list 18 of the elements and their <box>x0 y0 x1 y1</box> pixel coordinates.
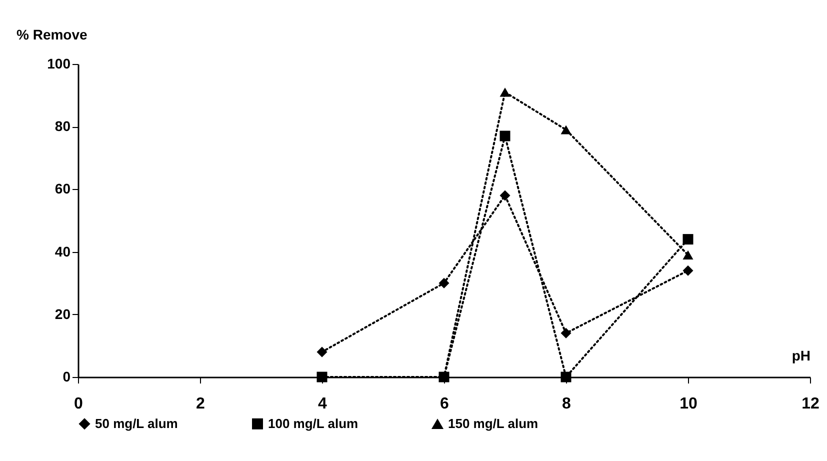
legend-label: 100 mg/L alum <box>268 416 358 431</box>
legend-label: 50 mg/L alum <box>95 416 178 431</box>
x-tick-label: 0 <box>74 396 84 412</box>
x-tick-label: 4 <box>318 396 328 412</box>
y-tick-label: 20 <box>54 306 71 322</box>
x-tick-label: 12 <box>802 396 820 412</box>
x-axis-title: pH <box>792 348 810 364</box>
legend-label: 150 mg/L alum <box>448 416 538 432</box>
x-tick-label: 6 <box>440 396 450 412</box>
y-tick-label: 0 <box>62 368 71 384</box>
y-tick-label: 80 <box>54 118 71 134</box>
y-tick-label: 60 <box>54 180 71 197</box>
y-tick-label: 100 <box>47 56 71 72</box>
y-tick-label: 40 <box>54 243 71 260</box>
x-tick-label: 10 <box>680 396 698 412</box>
y-axis-title: % Remove <box>16 26 88 42</box>
x-tick-label: 2 <box>196 396 206 412</box>
x-tick-label: 8 <box>562 396 572 412</box>
